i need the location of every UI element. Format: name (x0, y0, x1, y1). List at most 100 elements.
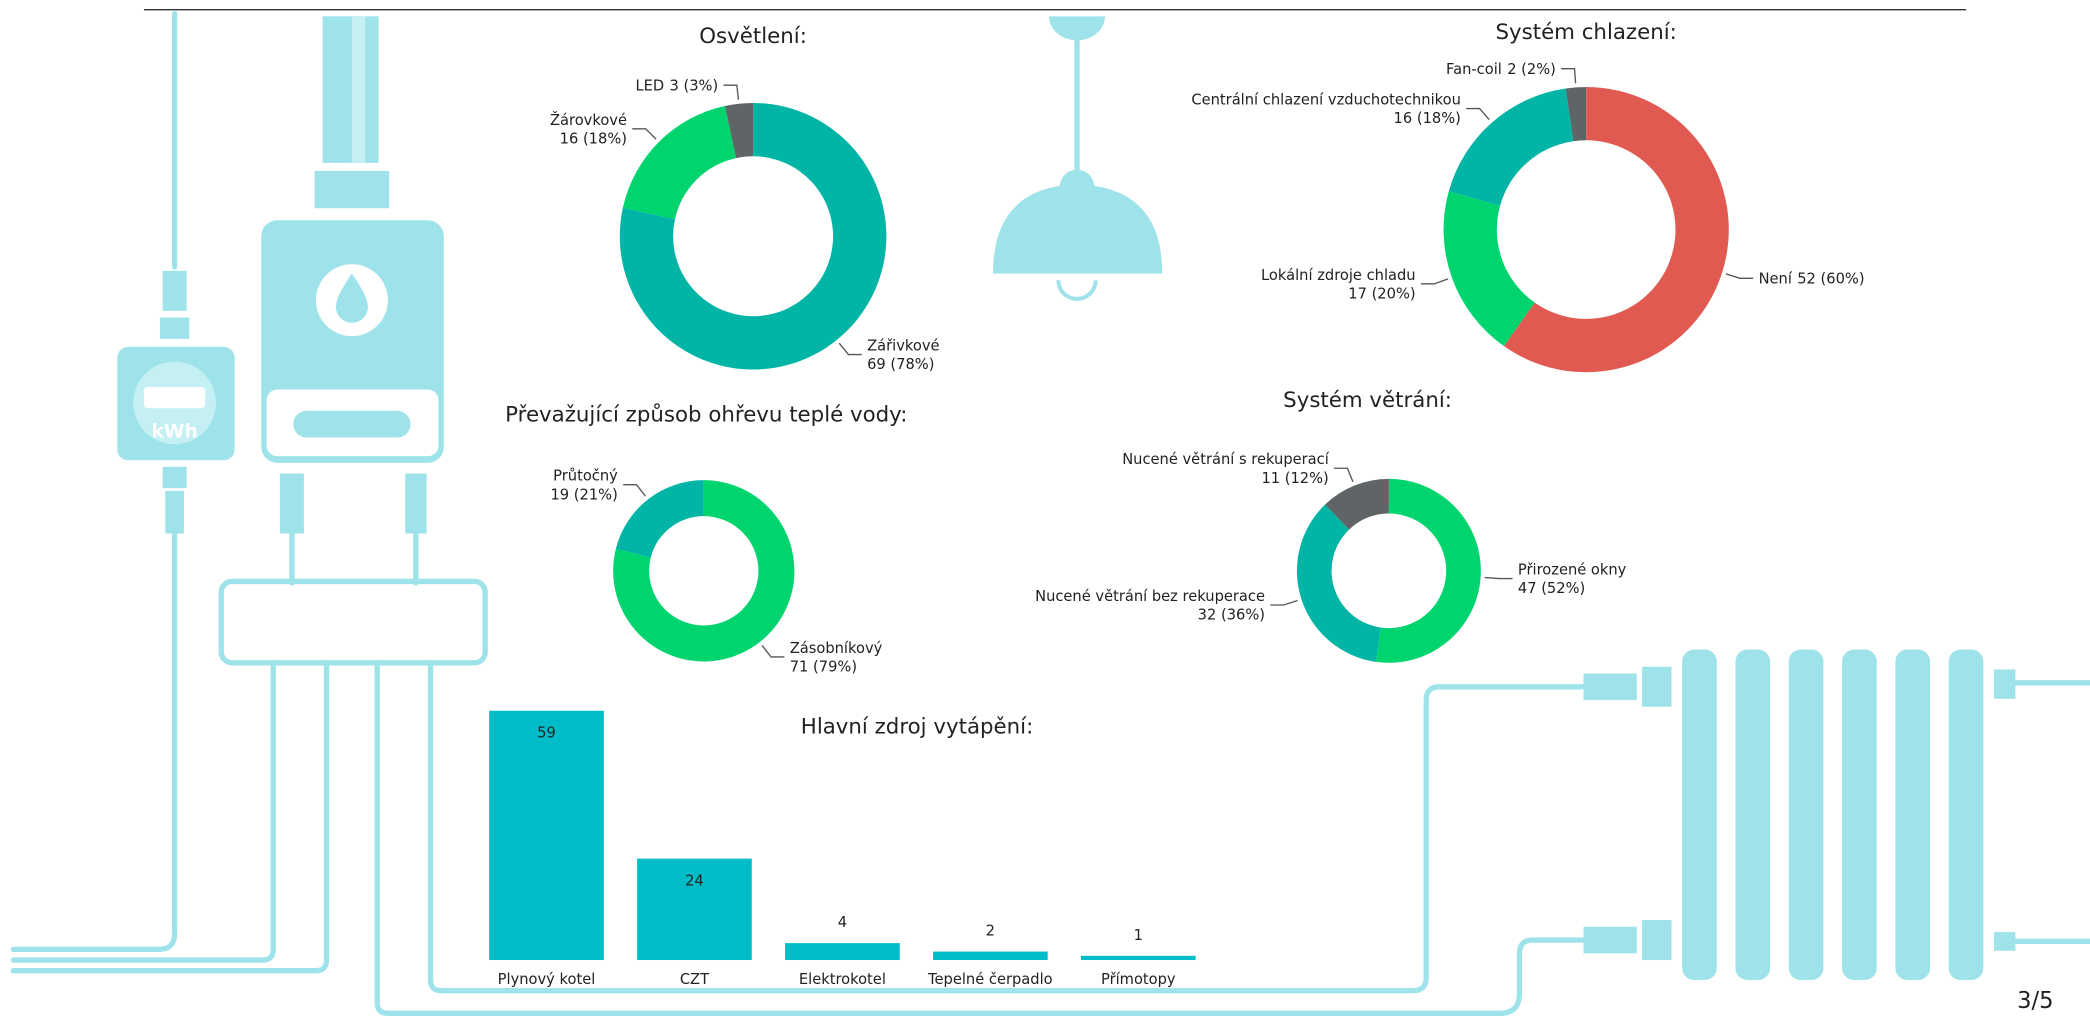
connector (1642, 920, 1672, 961)
chart-title: Osvětlení: (699, 24, 807, 49)
data-label: Žárovkové 16 (18%) (550, 111, 627, 148)
lamp-bulb (1056, 280, 1098, 301)
chart-title: Převažující způsob ohřevu teplé vody: (505, 403, 907, 428)
leader-line (761, 644, 785, 658)
bar-chart: 59 Plynový kotel 24 CZT 4 Elektrokotel 2 Tepeln… (489, 710, 1196, 988)
pipe (289, 530, 419, 586)
bar (933, 951, 1048, 961)
pipe (10, 660, 330, 974)
donut-segment (619, 102, 887, 370)
value-label: 71 (79%) (790, 659, 857, 676)
x-tick-label: CZT (680, 971, 709, 988)
data-label: 4 (838, 914, 847, 931)
lamp-cap (1048, 16, 1105, 41)
bar (489, 710, 604, 961)
data-label: 1 (1134, 927, 1143, 944)
donut-chart: Fan-coil 2 (2%) Centrální chlazení vzducho… (1191, 61, 1865, 373)
donut-segment (1376, 478, 1481, 663)
radiator-column (1948, 649, 1984, 981)
leader-line (1270, 599, 1298, 606)
connector (279, 473, 304, 534)
pipe (10, 660, 276, 963)
radiator-column (1842, 649, 1877, 981)
leader-line (1466, 107, 1490, 121)
data-label: Centrální chlazení vzduchotechnikou 16 (1… (1191, 92, 1460, 128)
donut-segment (724, 102, 754, 159)
category-name: Není (1759, 271, 1793, 288)
x-tick-label: Elektrokotel (799, 971, 886, 988)
boiler-pipe (322, 16, 379, 163)
category-name: Centrální chlazení vzduchotechnikou (1191, 92, 1460, 109)
connector (1583, 926, 1637, 954)
connector (162, 466, 187, 489)
donut-segment (1443, 191, 1535, 347)
leader-line (723, 84, 740, 100)
water-drop (335, 273, 368, 323)
value-label: 3 (3%) (670, 78, 719, 95)
radiator-column (1682, 649, 1717, 981)
donut-chart: Nucené větrání s rekuperací 11 (12%)Nucen… (1035, 451, 1627, 663)
leader-line (1484, 576, 1513, 580)
connector (405, 473, 427, 534)
category-name: Žárovkové (550, 111, 627, 129)
connector (1994, 932, 2016, 951)
meter-display (143, 386, 206, 409)
page-number: 3/5 (2017, 988, 2053, 1014)
data-label: Zářivkové 69 (78%) (867, 338, 939, 374)
radiator-column (1788, 649, 1824, 981)
meter-label: kWh (151, 422, 197, 443)
value-label: 16 (18%) (560, 130, 627, 147)
category-name: Přirozené okny (1518, 562, 1627, 579)
chart-title: Systém chlazení: (1495, 20, 1676, 45)
pipe (2012, 680, 2090, 945)
leader-line (1420, 278, 1449, 285)
pipe (374, 660, 1587, 1017)
chart-title: Hlavní zdroj vytápění: (801, 714, 1033, 739)
donut-segment (1504, 86, 1729, 373)
bar (1080, 955, 1196, 961)
category-name: LED (635, 78, 664, 95)
pipe (427, 660, 1587, 994)
leader-line (838, 342, 862, 356)
connector (162, 270, 187, 311)
value-label: 32 (36%) (1198, 607, 1265, 624)
highlight (351, 16, 366, 163)
leader-line (632, 128, 657, 140)
boiler-slot (293, 410, 411, 438)
data-label: Zásobníkový 71 (79%) (790, 640, 883, 676)
value-label: 17 (20%) (1348, 285, 1415, 302)
category-name: Zásobníkový (790, 640, 883, 657)
value-label: 2 (2%) (1507, 61, 1556, 78)
leader-line (1561, 68, 1577, 84)
category-name: Nucené větrání bez rekuperace (1035, 588, 1265, 605)
value-label: 52 (60%) (1797, 271, 1864, 288)
value-label: 19 (21%) (550, 486, 617, 503)
connector (159, 317, 190, 339)
data-label: LED 3 (3%) (635, 78, 718, 95)
data-label: 2 (986, 923, 995, 940)
donut-chart: Průtočný 19 (21%) Zásobníkový 71 (79%) (550, 468, 882, 676)
leader-line (1725, 273, 1754, 279)
data-label: Lokální zdroje chladu 17 (20%) (1261, 267, 1416, 303)
bar (785, 943, 900, 961)
category-name: Lokální zdroje chladu (1261, 267, 1416, 284)
x-tick-label: Přímotopy (1101, 971, 1176, 988)
donut-segment (1565, 86, 1587, 142)
data-label: Průtočný 19 (21%) (550, 468, 618, 504)
donut-segment (613, 480, 795, 662)
connector (1642, 666, 1672, 707)
data-label: Není 52 (60%) (1759, 271, 1865, 288)
data-label: 59 (537, 724, 556, 741)
data-label: Fan-coil 2 (2%) (1446, 61, 1556, 78)
pipe (10, 530, 178, 953)
radiator-column (1735, 649, 1771, 981)
donut-segment (1448, 88, 1574, 206)
value-label: 69 (78%) (867, 356, 934, 373)
value-label: 16 (18%) (1394, 110, 1461, 127)
leader-line (623, 484, 647, 497)
value-label: 47 (52%) (1518, 580, 1585, 597)
donut-segment (1296, 504, 1381, 662)
radiator-column (1895, 649, 1931, 981)
x-tick-label: Plynový kotel (498, 971, 596, 988)
